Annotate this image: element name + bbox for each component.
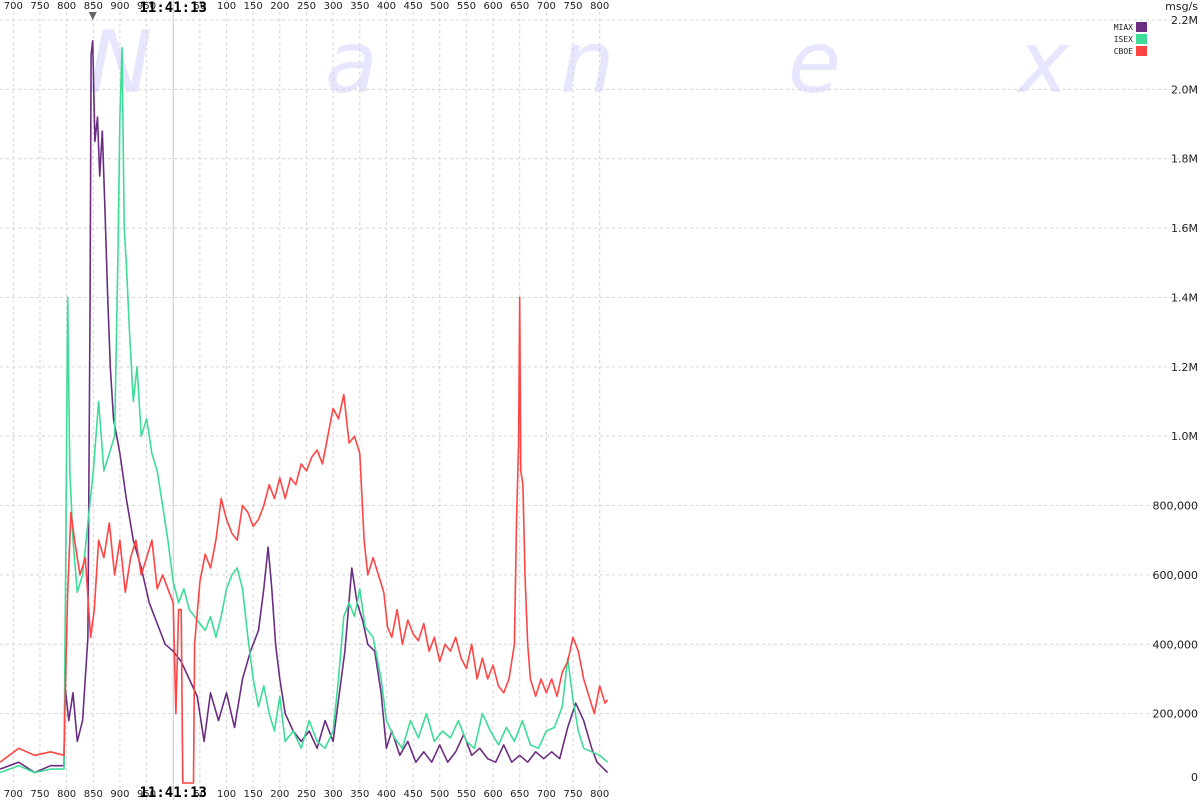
x-tick-label-bottom: 350 — [350, 789, 369, 800]
x-tick-label-top: 750 — [30, 1, 49, 12]
series-group — [0, 40, 609, 784]
y-tick-label: 2.0M — [1171, 83, 1198, 96]
x-tick-label-bottom: 250 — [297, 789, 316, 800]
x-tick-label-bottom: 500 — [430, 789, 449, 800]
series-line-cboe — [0, 296, 609, 784]
legend-label-cboe: CBOE — [1114, 47, 1133, 56]
x-tick-label-top: 700 — [4, 1, 23, 12]
x-tick-label-top: 300 — [324, 1, 343, 12]
watermark-letter: n — [560, 13, 615, 113]
x-tick-label-top: 500 — [430, 1, 449, 12]
x-tick-label-top: 850 — [84, 1, 103, 12]
y-tick-label: 1.4M — [1171, 291, 1198, 304]
x-tick-label-bottom: 900 — [110, 789, 129, 800]
center-time-bottom: 11:41:13 — [140, 785, 207, 800]
legend-swatch-miax — [1136, 22, 1147, 32]
x-tick-label-top: 100 — [217, 1, 236, 12]
x-tick-label-top: 150 — [244, 1, 263, 12]
y-tick-label: 1.2M — [1171, 361, 1198, 374]
legend: MIAX ISEX CBOE — [1114, 22, 1147, 56]
x-tick-label-bottom: 800 — [590, 789, 609, 800]
legend-label-miax: MIAX — [1114, 23, 1133, 32]
x-tick-label-bottom: 700 — [4, 789, 23, 800]
watermark-letter: a — [325, 13, 378, 113]
x-tick-label-top: 400 — [377, 1, 396, 12]
x-tick-label-top: 750 — [563, 1, 582, 12]
x-tick-label-bottom: 550 — [457, 789, 476, 800]
y-tick-label: 2.2M — [1171, 14, 1198, 27]
x-tick-label-bottom: 750 — [30, 789, 49, 800]
watermark-letter: e — [788, 13, 841, 113]
x-tick-label-top: 900 — [110, 1, 129, 12]
x-tick-label-top: 350 — [350, 1, 369, 12]
y-tick-label: 1.0M — [1171, 430, 1198, 443]
x-tick-label-top: 250 — [297, 1, 316, 12]
x-tick-label-bottom: 850 — [84, 789, 103, 800]
x-tick-label-top: 800 — [57, 1, 76, 12]
x-tick-label-top: 650 — [510, 1, 529, 12]
x-tick-label-bottom: 200 — [270, 789, 289, 800]
legend-label-isex: ISEX — [1114, 35, 1133, 44]
x-tick-label-bottom: 950 — [137, 789, 156, 800]
legend-swatch-cboe — [1136, 46, 1147, 56]
x-tick-label-top: 600 — [483, 1, 502, 12]
x-tick-label-bottom: 300 — [324, 789, 343, 800]
x-tick-label-bottom: 400 — [377, 789, 396, 800]
x-tick-label-top: 950 — [137, 1, 156, 12]
x-tick-label-bottom: 750 — [563, 789, 582, 800]
y-tick-label: 1.6M — [1171, 222, 1198, 235]
x-tick-label-bottom: 800 — [57, 789, 76, 800]
x-tick-label-top: 50 — [194, 1, 207, 12]
y-tick-label: 200,000 — [1153, 708, 1199, 721]
x-tick-label-bottom: 700 — [537, 789, 556, 800]
axes: 700 700 750 750 800 800 850 850 900 900 950 950 50 50… — [4, 0, 1198, 800]
x-tick-label-bottom: 650 — [510, 789, 529, 800]
y-tick-label: 0 — [1191, 771, 1198, 784]
y-tick-label: 600,000 — [1153, 569, 1199, 582]
x-tick-label-top: 550 — [457, 1, 476, 12]
x-tick-label-top: 800 — [590, 1, 609, 12]
x-tick-label-bottom: 450 — [404, 789, 423, 800]
x-tick-label-top: 200 — [270, 1, 289, 12]
y-unit-label: msg/s — [1165, 0, 1198, 13]
x-tick-label-bottom: 50 — [194, 789, 207, 800]
y-tick-label: 1.8M — [1171, 153, 1198, 166]
center-time-top: 11:41:13 — [140, 0, 207, 16]
x-tick-label-bottom: 150 — [244, 789, 263, 800]
y-tick-label: 400,000 — [1153, 638, 1199, 651]
watermark-letter: x — [1015, 13, 1070, 113]
series-line-miax — [0, 40, 609, 774]
x-tick-label-bottom: 100 — [217, 789, 236, 800]
x-tick-label-bottom: 600 — [483, 789, 502, 800]
x-tick-label-top: 450 — [404, 1, 423, 12]
legend-swatch-isex — [1136, 34, 1147, 44]
x-tick-label-top: 700 — [537, 1, 556, 12]
series-line-isex — [0, 46, 609, 774]
peak-marker-icon — [88, 12, 97, 20]
y-tick-label: 800,000 — [1153, 500, 1199, 513]
